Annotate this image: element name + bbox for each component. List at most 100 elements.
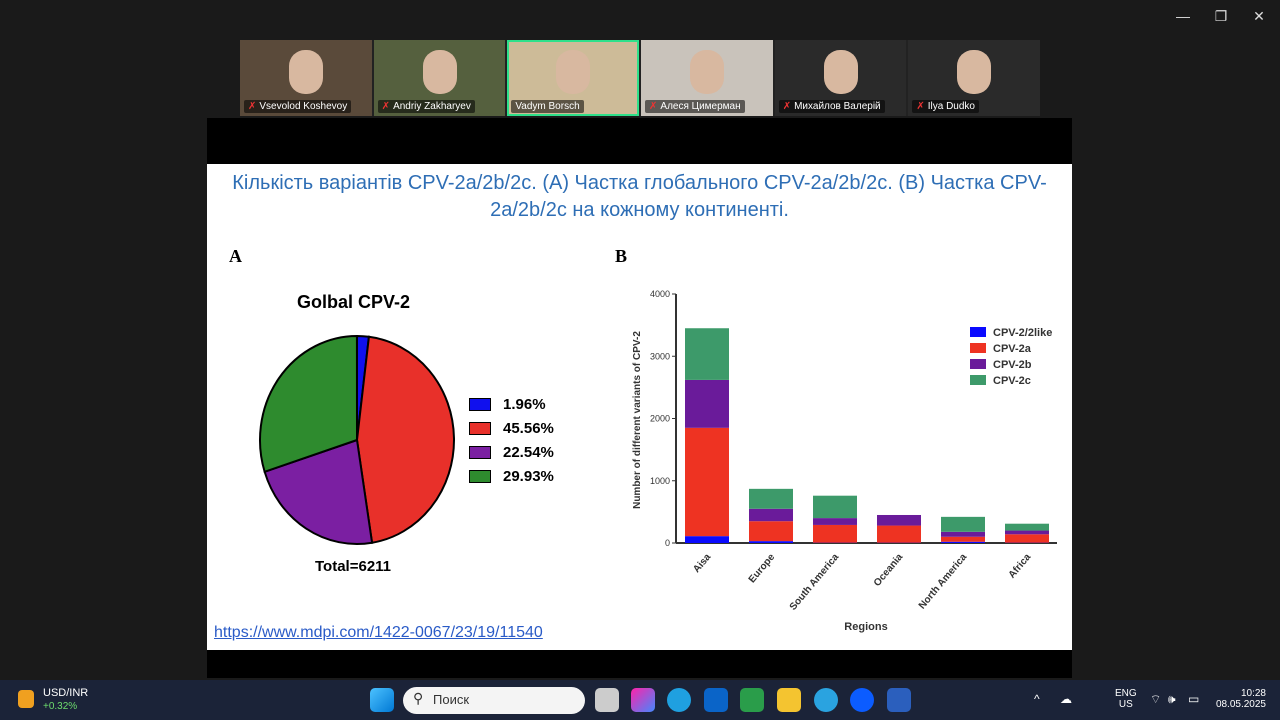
time: 10:28 (1240, 688, 1266, 699)
legend-label: CPV-2c (993, 375, 1031, 387)
bar-segment (685, 536, 729, 543)
bar-segment (813, 495, 857, 519)
pie-legend-item: 45.56% (469, 420, 554, 437)
shared-slide: Кількість варіантів CPV-2a/2b/2c. (A) Ча… (207, 164, 1072, 650)
close-button[interactable]: ✕ (1253, 8, 1265, 24)
bar-segment (941, 516, 985, 532)
telegram-icon[interactable] (814, 688, 838, 712)
participant-video (422, 50, 457, 94)
start-icon[interactable] (370, 688, 394, 712)
legend-label: 22.54% (503, 444, 554, 461)
participant-tile[interactable]: Vadym Borsch (507, 40, 640, 116)
participant-tile[interactable]: ✗ Andriy Zakharyev (373, 40, 506, 116)
participant-name: ✗ Михайлов Валерій (778, 100, 885, 113)
legend-label: CPV-2b (993, 359, 1032, 371)
bar-segment (1005, 530, 1049, 535)
bar-segment (749, 488, 793, 509)
meet-icon[interactable] (740, 688, 764, 712)
legend-label: 29.93% (503, 468, 554, 485)
legend-swatch (970, 327, 986, 337)
y-axis-label: Number of different variants of CPV-2 (632, 331, 643, 509)
legend-swatch (970, 375, 986, 385)
participant-video (957, 50, 992, 94)
bar-segment (813, 518, 857, 525)
pie-legend-item: 1.96% (469, 396, 546, 413)
y-tick-label: 0 (665, 538, 670, 548)
language-indicator[interactable]: ENG US (1115, 688, 1137, 710)
y-tick-label: 3000 (650, 351, 670, 361)
legend-label: 45.56% (503, 420, 554, 437)
participant-name: ✗ Andriy Zakharyev (377, 100, 475, 113)
outlook-icon[interactable] (704, 688, 728, 712)
bar-segment (749, 521, 793, 542)
participant-name: Vadym Borsch (511, 100, 584, 113)
participant-name: ✗ Ilya Dudko (912, 100, 979, 113)
onedrive-icon[interactable]: ☁ (1060, 692, 1072, 706)
task-view-icon[interactable] (595, 688, 619, 712)
participant-video (823, 50, 858, 94)
mic-muted-icon: ✗ (782, 101, 792, 112)
search-placeholder: Поиск (433, 692, 470, 707)
pie-legend-item: 29.93% (469, 468, 554, 485)
source-link[interactable]: https://www.mdpi.com/1422-0067/23/19/115… (214, 624, 543, 641)
mic-muted-icon: ✗ (381, 101, 391, 112)
bar-segment (877, 514, 921, 526)
minimize-button[interactable]: — (1176, 8, 1190, 24)
search-icon: ⚲ (413, 690, 424, 706)
participant-video (288, 50, 323, 94)
zoom-icon[interactable] (850, 688, 874, 712)
participant-strip: ✗ Vsevolod Koshevoy ✗ Andriy Zakharyev Vadym… (240, 40, 1041, 116)
restore-button[interactable]: ❐ (1214, 8, 1228, 24)
pie-slice (263, 438, 374, 545)
region: US (1118, 699, 1133, 710)
participant-video (556, 50, 591, 94)
pie-title: Golbal CPV-2 (297, 292, 411, 312)
edge-icon[interactable] (667, 688, 691, 712)
y-tick-label: 1000 (650, 476, 670, 486)
weather-widget-icon[interactable] (18, 690, 34, 708)
ticker-name[interactable]: USD/INR (43, 687, 89, 699)
volume-icon[interactable]: 🕪 (1168, 692, 1176, 706)
participant-name-text: Vsevolod Koshevoy (259, 101, 348, 112)
participant-tile[interactable]: ✗ Алеся Цимерман (641, 40, 773, 116)
mic-muted-icon: ✗ (649, 101, 658, 112)
participant-tile[interactable]: ✗ Ilya Dudko (908, 40, 1041, 116)
legend-swatch (469, 470, 491, 483)
pie-chart (259, 334, 455, 545)
ticker-change: +0.32% (43, 701, 78, 712)
date: 08.05.2025 (1215, 699, 1266, 710)
bar-segment (685, 328, 729, 380)
legend-label: 1.96% (503, 396, 546, 413)
participant-tile[interactable]: ✗ Vsevolod Koshevoy (240, 40, 372, 116)
clock[interactable]: 10:28 08.05.2025 (1214, 688, 1266, 710)
mic-muted-icon: ✗ (916, 101, 925, 112)
participant-name-text: Михайлов Валерій (794, 101, 881, 112)
bar-segment (1005, 523, 1049, 531)
bar-segment (1005, 534, 1049, 543)
participant-name: ✗ Алеся Цимерман (645, 100, 745, 113)
panel-a-label: A (229, 246, 242, 266)
legend-label: CPV-2a (993, 343, 1032, 355)
bar-segment (877, 525, 921, 543)
mic-muted-icon: ✗ (248, 101, 257, 112)
participant-name: ✗ Vsevolod Koshevoy (244, 100, 352, 113)
bar-segment (685, 427, 729, 537)
wifi-icon[interactable]: ⌔ (1150, 692, 1162, 706)
battery-icon[interactable]: ▭ (1188, 692, 1200, 706)
x-axis-label: Regions (844, 621, 887, 633)
copilot-icon[interactable] (631, 688, 655, 712)
bar-segment (749, 541, 793, 543)
pie-legend-item: 22.54% (469, 444, 554, 461)
y-tick-label: 2000 (650, 414, 670, 424)
file-explorer-icon[interactable] (777, 688, 801, 712)
legend-swatch (970, 343, 986, 353)
pie-slice (259, 334, 359, 474)
legend-swatch (469, 398, 491, 411)
search-box[interactable]: ⚲ Поиск (403, 687, 585, 714)
chevron-up-icon[interactable]: ^ (1034, 692, 1040, 706)
bar-segment (813, 524, 857, 543)
word-icon[interactable] (887, 688, 911, 712)
x-tick-label: Oceania (872, 552, 906, 589)
participant-tile[interactable]: ✗ Михайлов Валерій (774, 40, 907, 116)
participant-name-text: Алеся Цимерман (660, 101, 741, 112)
